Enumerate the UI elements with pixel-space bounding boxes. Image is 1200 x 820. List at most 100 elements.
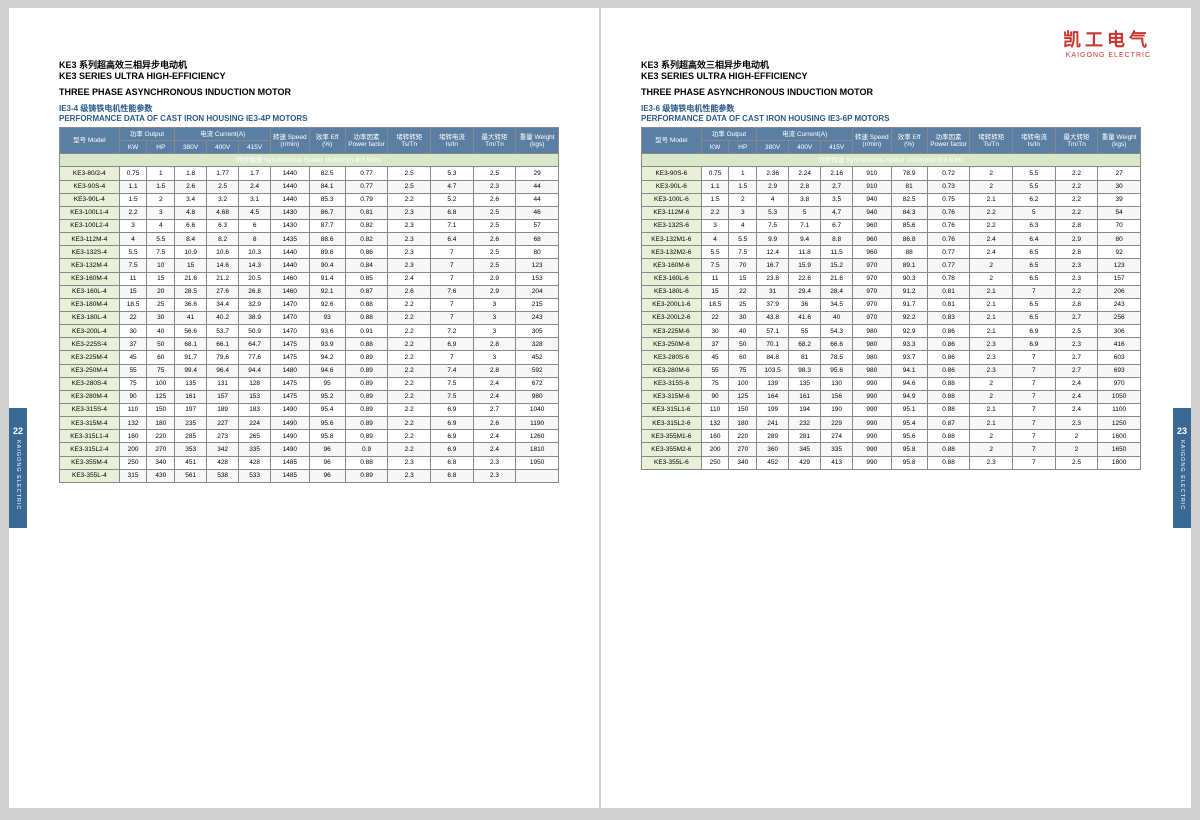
cell: 43.8 [757, 311, 789, 324]
cell: 2.2 [388, 364, 431, 377]
cell: 45 [119, 351, 147, 364]
cell: 1440 [271, 180, 309, 193]
cell: 96 [309, 469, 345, 482]
cell: 1.5 [701, 193, 729, 206]
cell [516, 469, 559, 482]
cell: 0.86 [927, 325, 970, 338]
brand-cn: 凯工电气 [1063, 26, 1151, 52]
cell: 1490 [271, 430, 309, 443]
cell: 2.36 [757, 167, 789, 180]
cell: 2.8 [473, 338, 516, 351]
cell: 2.3 [970, 456, 1013, 469]
cell: 0.76 [927, 206, 970, 219]
table-row: KE3-355M2-620027036034533599095.80.88272… [642, 443, 1141, 456]
cell: 96 [309, 443, 345, 456]
cell: 7.6 [431, 285, 474, 298]
cell: 32.9 [239, 298, 271, 311]
cell: 23.8 [757, 272, 789, 285]
cell: 89.6 [309, 246, 345, 259]
table-row: KE3-112M-445.58.48.28143588.60.822.36.42… [60, 233, 559, 246]
cell: 50 [729, 338, 757, 351]
cell: 197 [175, 403, 207, 416]
cell: 40 [821, 311, 853, 324]
cell: 6.9 [431, 417, 474, 430]
cell: 70 [729, 259, 757, 272]
cell: 0.88 [345, 311, 388, 324]
cell: 2.8 [789, 180, 821, 193]
col-hp: HP [147, 141, 175, 154]
cell: 970 [853, 285, 891, 298]
cell: 2.8 [1055, 219, 1098, 232]
cell: 335 [239, 443, 271, 456]
cell: 96.4 [207, 364, 239, 377]
cell: 92 [1098, 246, 1141, 259]
subtitle-cn: IE3-4 级铸铁电机性能参数 [59, 103, 559, 114]
cell: 30 [1098, 180, 1141, 193]
cell: 6.4 [1013, 233, 1056, 246]
cell: 93.9 [309, 338, 345, 351]
cell: 990 [853, 456, 891, 469]
cell: 232 [789, 417, 821, 430]
cell: 7 [431, 351, 474, 364]
cell: 21.2 [207, 272, 239, 285]
cell: KE3-225M-6 [642, 325, 702, 338]
cell: 5.3 [431, 167, 474, 180]
cell: 0.82 [345, 219, 388, 232]
table-row: KE3-250M-6375070.168.266.698093.30.862.3… [642, 338, 1141, 351]
cell: 7 [1013, 417, 1056, 430]
cell: 285 [175, 430, 207, 443]
cell: 7 [1013, 430, 1056, 443]
cell: 2.2 [388, 338, 431, 351]
cell: 990 [853, 390, 891, 403]
cell: 160 [119, 430, 147, 443]
cell: 241 [757, 417, 789, 430]
cell: 21.6 [175, 272, 207, 285]
cell: 2.8 [1055, 246, 1098, 259]
cell: KE3-160L-6 [642, 272, 702, 285]
cell: 0.81 [927, 298, 970, 311]
cell: 7.5 [147, 246, 175, 259]
cell: 2.5 [388, 167, 431, 180]
cell: 1460 [271, 285, 309, 298]
cell: 34.5 [821, 298, 853, 311]
cell: 10.3 [239, 246, 271, 259]
cell: KE3-90S-6 [642, 167, 702, 180]
page-right: 凯工电气 KAIGONG ELECTRIC 23 KAIGONG ELECTRI… [601, 8, 1191, 808]
cell: 990 [853, 377, 891, 390]
cell: 50.9 [239, 325, 271, 338]
cell: 960 [853, 233, 891, 246]
cell: 15 [729, 272, 757, 285]
cell: 91.7 [175, 351, 207, 364]
cell: 1475 [271, 390, 309, 403]
cell: 86.8 [891, 233, 927, 246]
cell: 7 [431, 298, 474, 311]
cell: KE3-250M-6 [642, 338, 702, 351]
cell: 125 [147, 390, 175, 403]
cell: 2.3 [970, 338, 1013, 351]
cell: 2.2 [970, 219, 1013, 232]
cell: 5.5 [701, 246, 729, 259]
cell: KE3-315S-6 [642, 377, 702, 390]
cell: 37.9 [757, 298, 789, 311]
cell: 27 [1098, 167, 1141, 180]
cell: 2.2 [388, 390, 431, 403]
cell: 6 [239, 219, 271, 232]
cell: 5 [1013, 206, 1056, 219]
col-415v: 415V [239, 141, 271, 154]
cell: 10.6 [207, 246, 239, 259]
cell: 1440 [271, 246, 309, 259]
col-eff: 效率 Eff (%) [891, 128, 927, 154]
cell: 2.4 [473, 443, 516, 456]
cell: 1.5 [119, 193, 147, 206]
cell: 2.3 [970, 364, 1013, 377]
cell: 29 [516, 167, 559, 180]
cell: 940 [853, 206, 891, 219]
cell: 1435 [271, 233, 309, 246]
table-row: KE3-90L-61.11.52.92.82.7910810.7325.52.2… [642, 180, 1141, 193]
cell: 0.86 [345, 246, 388, 259]
cell: KE3-315L1-4 [60, 430, 120, 443]
cell: 2.4 [970, 233, 1013, 246]
cell: 40 [147, 325, 175, 338]
cell: 0.85 [345, 272, 388, 285]
table-row: KE3-180L-422304140.238.91470930.882.2732… [60, 311, 559, 324]
